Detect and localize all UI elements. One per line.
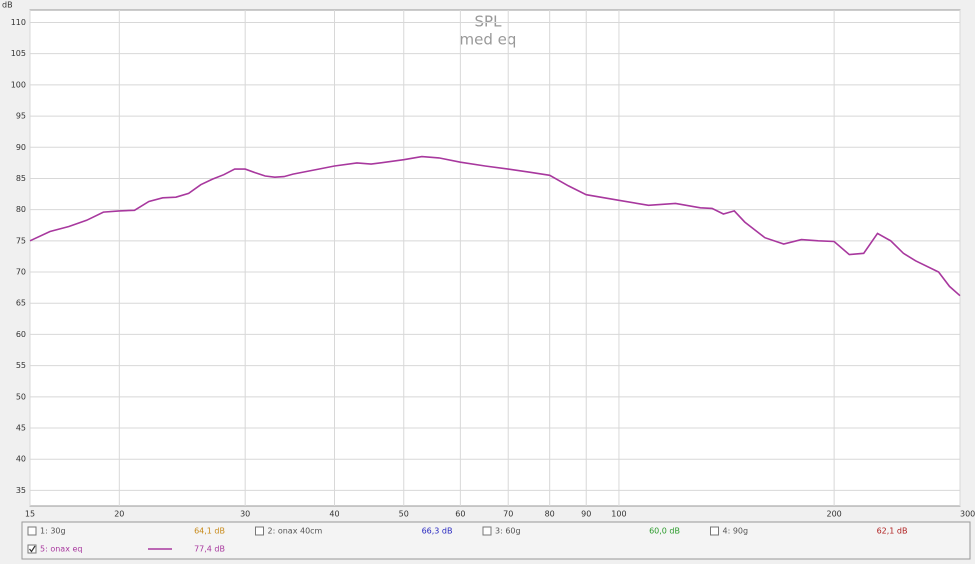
chart-subtitle: med eq: [460, 31, 517, 49]
legend-label: 3: 60g: [495, 527, 521, 536]
x-tick-label: 80: [545, 510, 555, 519]
legend-checkbox[interactable]: [255, 526, 264, 536]
y-tick-label: 60: [16, 330, 26, 339]
legend-label: 1: 30g: [40, 527, 66, 536]
y-tick-label: 100: [11, 80, 26, 89]
y-tick-label: 80: [16, 205, 26, 214]
checkmark: [29, 545, 36, 553]
y-tick-label: 90: [16, 143, 26, 152]
y-tick-label: 55: [16, 361, 26, 370]
x-tick-label: 30: [240, 510, 250, 519]
legend-checkbox[interactable]: [482, 526, 492, 536]
data-line: [29, 155, 961, 297]
x-tick-label: 70: [503, 510, 513, 519]
y-tick-label: 45: [16, 424, 26, 433]
x-tick-label: 90: [581, 510, 591, 519]
x-tick-label: 60: [455, 510, 465, 519]
legend-readout: 60,0 dB: [649, 527, 680, 536]
x-tick-label: 15: [25, 510, 35, 519]
legend-checkbox[interactable]: [710, 526, 719, 536]
legend-readout: 64,1 dB: [194, 527, 225, 536]
y-tick-label: 65: [16, 299, 26, 308]
x-tick-label: 40: [329, 510, 339, 519]
legend-label: 4: 90g: [723, 527, 749, 536]
legend-checkbox[interactable]: [27, 526, 37, 536]
legend-label: 2: onax 40cm: [268, 527, 323, 536]
y-tick-label: 95: [16, 112, 26, 121]
y-tick-label: 75: [16, 236, 26, 245]
y-tick-label: 40: [16, 455, 26, 464]
y-tick-label: 50: [16, 392, 26, 401]
legend-readout: 66,3 dB: [422, 527, 453, 536]
y-tick-label: 35: [16, 486, 26, 495]
x-tick-label: 200: [826, 510, 841, 519]
plot-area: [29, 9, 961, 507]
y-tick-label: 85: [16, 174, 26, 183]
y-tick-label: 110: [11, 18, 26, 27]
chart-title: SPL: [475, 13, 503, 31]
x-tick-label: 300 Hz: [960, 510, 975, 519]
legend-label: 5: onax eq: [40, 545, 82, 554]
legend-readout: 62,1 dB: [877, 527, 908, 536]
y-tick-label: 105: [11, 49, 26, 58]
legend-readout: 77,4 dB: [194, 545, 225, 554]
x-tick-label: 20: [114, 510, 124, 519]
y-axis-label: dB: [2, 1, 13, 10]
y-tick-label: 70: [16, 268, 26, 277]
legend-checkbox[interactable]: [27, 544, 37, 554]
x-tick-label: 100: [611, 510, 626, 519]
legend-box: [21, 521, 971, 560]
x-tick-label: 50: [399, 510, 409, 519]
